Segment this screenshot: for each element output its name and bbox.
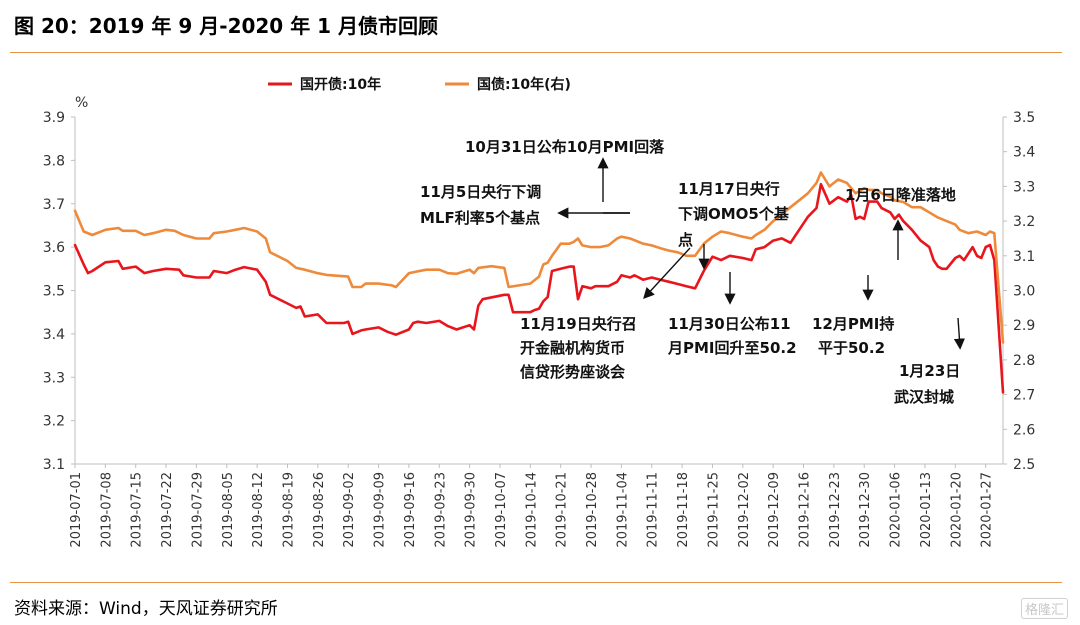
annotation-text: 11月30日公布11 xyxy=(668,315,791,333)
legend-label-gov: 国债:10年(右) xyxy=(477,76,571,93)
x-tick-label: 2019-12-09 xyxy=(767,472,782,548)
x-tick-label: 2019-11-25 xyxy=(706,472,721,548)
annotation-text: 下调OMO5个基 xyxy=(678,205,790,223)
x-tick-label: 2019-09-09 xyxy=(373,472,388,548)
title-divider xyxy=(10,52,1062,53)
x-tick-label: 2020-01-06 xyxy=(889,472,904,548)
y2-tick-label: 3.0 xyxy=(1013,284,1035,300)
annotation-text: 11月5日央行下调 xyxy=(420,183,541,201)
y2-tick-label: 3.5 xyxy=(1013,110,1035,126)
x-tick-label: 2019-09-23 xyxy=(433,472,448,548)
x-tick-label: 2019-07-08 xyxy=(99,472,114,548)
y2-tick-label: 2.8 xyxy=(1013,353,1035,369)
footer-divider xyxy=(10,582,1062,583)
x-tick-label: 2019-12-16 xyxy=(798,472,813,548)
y2-tick-label: 3.2 xyxy=(1013,214,1035,230)
legend: 国开债:10年 国债:10年(右) xyxy=(268,76,571,93)
x-tick-label: 2019-07-01 xyxy=(69,472,84,548)
y-tick-label: 3.6 xyxy=(43,240,65,256)
y-tick-label: 3.3 xyxy=(43,370,65,386)
x-tick-label: 2019-07-15 xyxy=(130,472,145,548)
x-tick-label: 2020-01-27 xyxy=(980,472,995,548)
y-tick-label: 3.2 xyxy=(43,414,65,430)
annotation-text: 武汉封城 xyxy=(894,388,954,406)
annotation-text: 月PMI回升至50.2 xyxy=(667,339,797,357)
x-tick-label: 2019-11-18 xyxy=(676,472,691,548)
annotation-layer: 10月31日公布10月PMI回落 11月5日央行下调 MLF利率5个基点 11月17日… xyxy=(420,138,966,406)
y2-tick-label: 2.6 xyxy=(1013,422,1035,438)
annotation-arrow xyxy=(643,247,691,300)
x-tick-label: 2019-09-02 xyxy=(342,472,357,548)
annotation-text: 1月6日降准落地 xyxy=(845,186,956,204)
x-tick-label: 2019-08-19 xyxy=(281,472,296,548)
x-tick-label: 2019-09-30 xyxy=(464,472,479,548)
x-tick-label: 2019-11-11 xyxy=(646,472,661,548)
y-tick-label: 3.8 xyxy=(43,153,65,169)
y2-tick-label: 2.9 xyxy=(1013,318,1035,334)
y-tick-label: 3.1 xyxy=(43,457,65,473)
series-layer xyxy=(73,171,1005,394)
annotation-text: 10月31日公布10月PMI回落 xyxy=(465,138,665,156)
annotation-text: 点 xyxy=(678,231,693,249)
figure-source: 资料来源：Wind，天风证券研究所 xyxy=(14,599,278,619)
x-tick-label: 2019-08-26 xyxy=(312,472,327,548)
x-tick-label: 2019-12-02 xyxy=(737,472,752,548)
annotation-text: MLF利率5个基点 xyxy=(420,209,540,227)
x-tick-label: 2019-12-23 xyxy=(828,472,843,548)
annotation-text: 12月PMI持 xyxy=(812,315,894,333)
x-tick-label: 2019-10-07 xyxy=(494,472,509,548)
annotation-text: 开金融机构货币 xyxy=(520,339,625,357)
x-tick-label: 2020-01-20 xyxy=(949,472,964,548)
cdb-10y-line xyxy=(73,182,1005,394)
x-tick-label: 2019-07-22 xyxy=(160,472,175,548)
y-axis-unit-label: % xyxy=(75,95,88,111)
y2-tick-label: 2.7 xyxy=(1013,388,1035,404)
x-tick-label: 2020-01-13 xyxy=(919,472,934,548)
legend-label-cdb: 国开债:10年 xyxy=(300,76,381,93)
x-tick-label: 2019-11-04 xyxy=(615,472,630,548)
annotation-text: 信贷形势座谈会 xyxy=(520,363,625,381)
y-tick-label: 3.4 xyxy=(43,327,65,343)
x-tick-label: 2019-10-21 xyxy=(555,472,570,548)
annotation-text: 11月17日央行 xyxy=(678,180,780,198)
y-tick-label: 3.9 xyxy=(43,110,65,126)
watermark-logo: 格隆汇 xyxy=(1020,598,1068,619)
y2-tick-label: 3.4 xyxy=(1013,145,1035,161)
x-tick-label: 2019-07-29 xyxy=(190,472,205,548)
y2-tick-label: 2.5 xyxy=(1013,457,1035,473)
annotation-text: 11月19日央行召 xyxy=(520,315,637,333)
axes-layer: 3.1 3.2 3.3 3.4 3.5 3.6 3.7 3.8 3.9 2.5 2.6 2.7 2.8 2… xyxy=(43,95,1036,548)
x-tick-label: 2019-08-05 xyxy=(221,472,236,548)
annotation-text: 1月23日 xyxy=(899,362,960,380)
y2-tick-label: 3.3 xyxy=(1013,179,1035,195)
y-tick-label: 3.7 xyxy=(43,197,65,213)
y2-tick-label: 3.1 xyxy=(1013,249,1035,265)
gov-10y-line xyxy=(73,171,1005,344)
x-tick-label: 2019-08-12 xyxy=(251,472,266,548)
x-tick-label: 2019-12-30 xyxy=(858,472,873,548)
x-tick-label: 2019-09-16 xyxy=(403,472,418,548)
x-tick-label: 2019-10-28 xyxy=(585,472,600,548)
x-tick-label: 2019-10-14 xyxy=(524,472,539,548)
annotation-arrow xyxy=(953,317,966,350)
y-tick-label: 3.5 xyxy=(43,284,65,300)
annotation-text: 平于50.2 xyxy=(818,339,885,357)
figure-title: 图 20：2019 年 9 月-2020 年 1 月债市回顾 xyxy=(14,14,439,38)
